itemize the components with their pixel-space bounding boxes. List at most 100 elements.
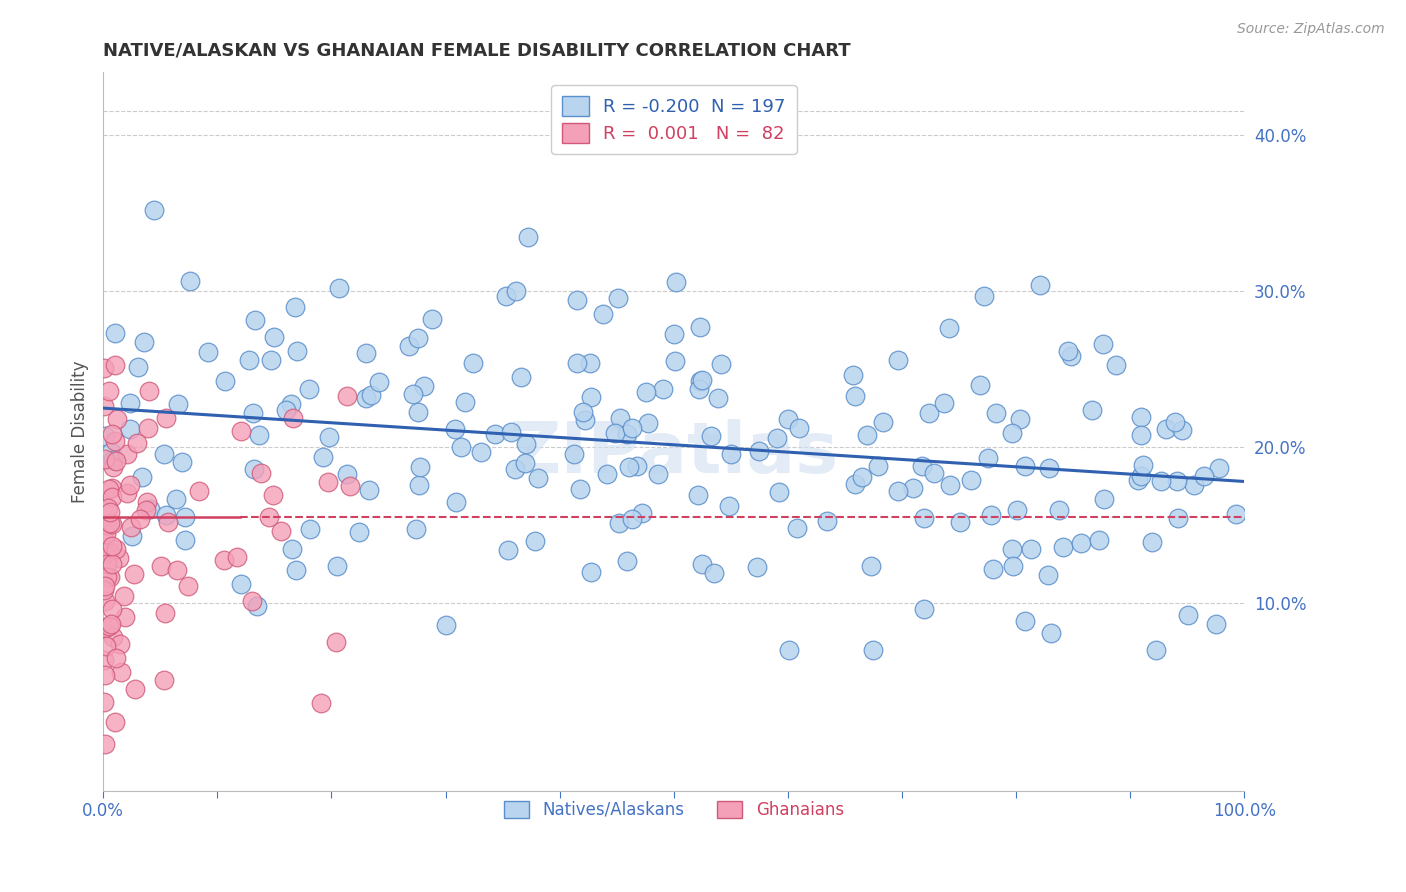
Point: [1038, 460, 1060, 475]
Point: [454, 395, 477, 409]
Point: [444, 422, 467, 436]
Point: [662, 327, 685, 342]
Point: [413, 379, 436, 393]
Point: [238, 353, 260, 368]
Point: [104, 454, 127, 468]
Point: [263, 330, 285, 344]
Point: [450, 440, 472, 454]
Point: [260, 353, 283, 368]
Point: [1091, 337, 1114, 351]
Point: [851, 470, 873, 484]
Point: [912, 511, 935, 525]
Point: [574, 413, 596, 427]
Point: [463, 356, 485, 370]
Point: [862, 643, 884, 657]
Point: [1010, 412, 1032, 426]
Point: [101, 601, 124, 615]
Point: [100, 617, 122, 632]
Point: [94, 579, 117, 593]
Point: [1177, 608, 1199, 623]
Y-axis label: Female Disability: Female Disability: [72, 360, 89, 503]
Point: [616, 427, 638, 442]
Point: [309, 696, 332, 710]
Point: [688, 382, 710, 396]
Point: [647, 467, 669, 482]
Point: [1182, 478, 1205, 492]
Point: [408, 460, 430, 475]
Point: [1132, 458, 1154, 472]
Point: [97, 618, 120, 632]
Point: [121, 528, 143, 542]
Point: [564, 447, 586, 461]
Point: [98, 569, 121, 583]
Point: [155, 508, 177, 522]
Point: [104, 542, 127, 557]
Point: [787, 420, 810, 434]
Point: [177, 579, 200, 593]
Point: [122, 567, 145, 582]
Point: [1170, 423, 1192, 437]
Point: [976, 450, 998, 465]
Point: [167, 397, 190, 411]
Point: [960, 473, 983, 487]
Point: [112, 590, 135, 604]
Point: [150, 559, 173, 574]
Point: [1129, 468, 1152, 483]
Point: [115, 486, 138, 500]
Point: [700, 429, 723, 443]
Point: [1001, 559, 1024, 574]
Point: [120, 520, 142, 534]
Point: [114, 610, 136, 624]
Point: [868, 458, 890, 473]
Point: [434, 618, 457, 632]
Point: [1001, 541, 1024, 556]
Point: [844, 389, 866, 403]
Point: [339, 479, 361, 493]
Point: [274, 402, 297, 417]
Point: [357, 483, 380, 497]
Point: [981, 562, 1004, 576]
Point: [1005, 503, 1028, 517]
Point: [859, 559, 882, 574]
Point: [138, 384, 160, 399]
Point: [336, 467, 359, 481]
Point: [100, 490, 122, 504]
Point: [607, 291, 630, 305]
Point: [665, 275, 688, 289]
Point: [515, 437, 537, 451]
Point: [127, 435, 149, 450]
Point: [101, 630, 124, 644]
Point: [129, 512, 152, 526]
Point: [710, 357, 733, 371]
Point: [596, 467, 619, 481]
Point: [939, 478, 962, 492]
Point: [135, 503, 157, 517]
Point: [155, 410, 177, 425]
Point: [101, 460, 124, 475]
Point: [367, 376, 389, 390]
Point: [571, 405, 593, 419]
Point: [247, 427, 270, 442]
Point: [152, 448, 174, 462]
Point: [96, 517, 118, 532]
Point: [579, 356, 602, 370]
Point: [745, 559, 768, 574]
Point: [93, 533, 115, 547]
Point: [505, 284, 527, 298]
Point: [93, 594, 115, 608]
Point: [1130, 409, 1153, 424]
Point: [298, 382, 321, 396]
Point: [97, 500, 120, 515]
Point: [408, 405, 430, 419]
Point: [398, 339, 420, 353]
Point: [98, 516, 121, 530]
Point: [299, 522, 322, 536]
Point: [1092, 491, 1115, 506]
Point: [980, 508, 1002, 523]
Point: [281, 410, 304, 425]
Point: [360, 388, 382, 402]
Point: [285, 344, 308, 359]
Point: [96, 640, 118, 654]
Point: [262, 488, 284, 502]
Point: [444, 495, 467, 509]
